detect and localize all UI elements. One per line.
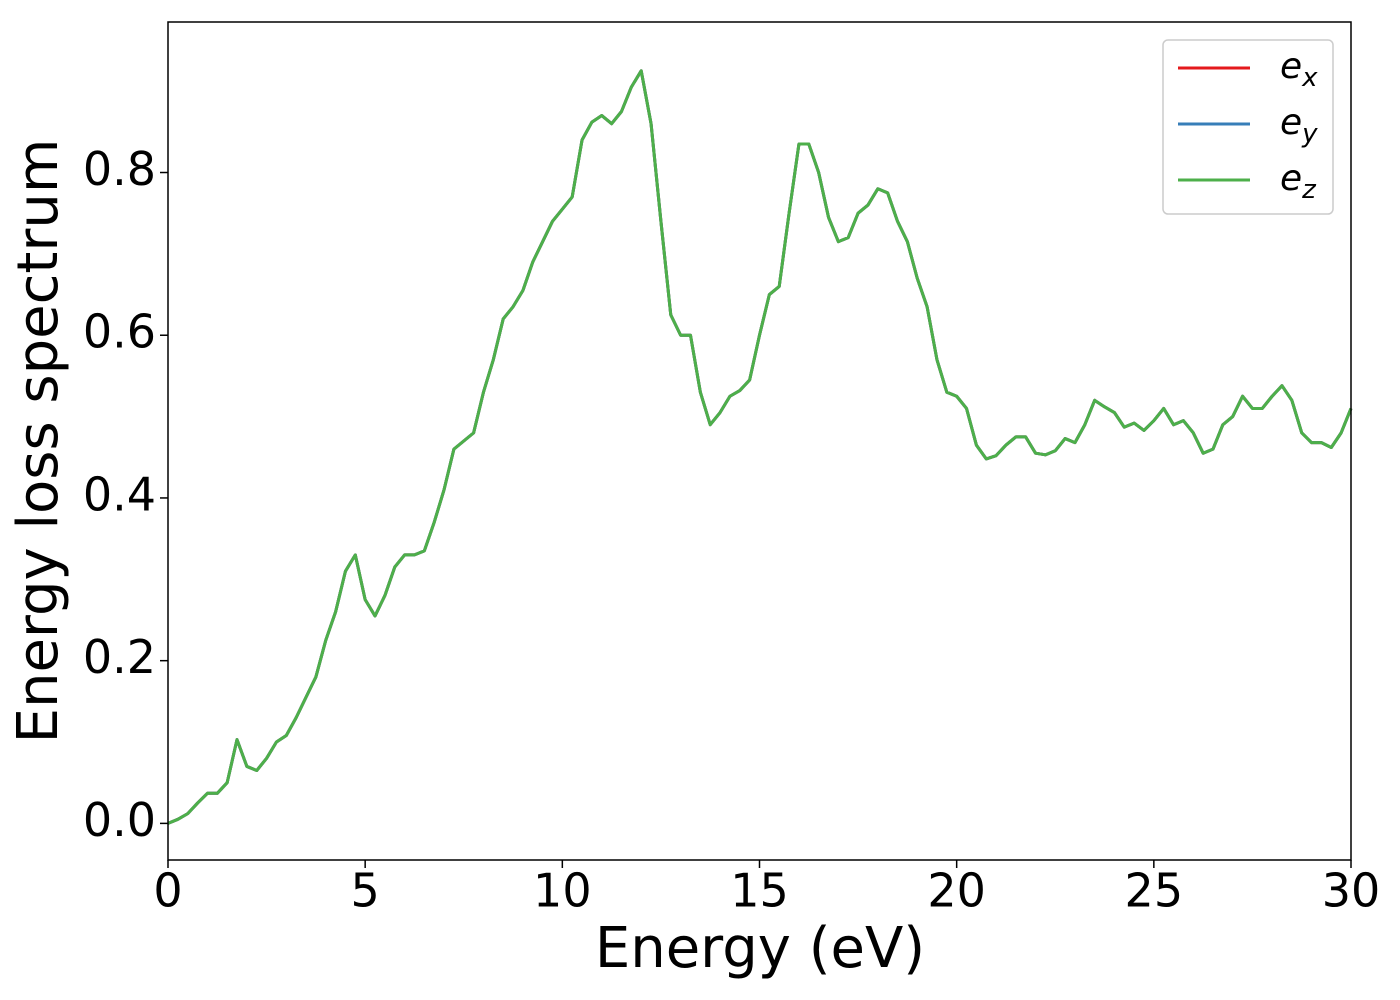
x-tick-label: 20 (927, 864, 986, 918)
legend-label: ez (1280, 158, 1317, 205)
y-tick-label: 0.6 (83, 305, 156, 359)
x-tick-label: 10 (533, 864, 592, 918)
y-tick-label: 0.8 (83, 142, 156, 196)
plot-frame (167, 21, 1352, 861)
y-axis-label: Energy loss spectrum (6, 139, 71, 744)
x-tick-label: 15 (730, 864, 789, 918)
legend-box (1162, 39, 1334, 215)
x-axis-label: Energy (eV) (595, 916, 925, 981)
y-tick-label: 0.4 (83, 467, 156, 521)
y-tick-label: 0.0 (83, 793, 156, 847)
x-tick-label: 5 (351, 864, 380, 918)
series-line (167, 69, 1353, 825)
legend-label: ey (1280, 102, 1318, 149)
y-tick-label: 0.2 (83, 630, 156, 684)
legend-label: ex (1280, 46, 1318, 93)
x-tick-label: 30 (1322, 864, 1381, 918)
x-tick-label: 0 (153, 864, 182, 918)
x-tick-label: 25 (1125, 864, 1184, 918)
